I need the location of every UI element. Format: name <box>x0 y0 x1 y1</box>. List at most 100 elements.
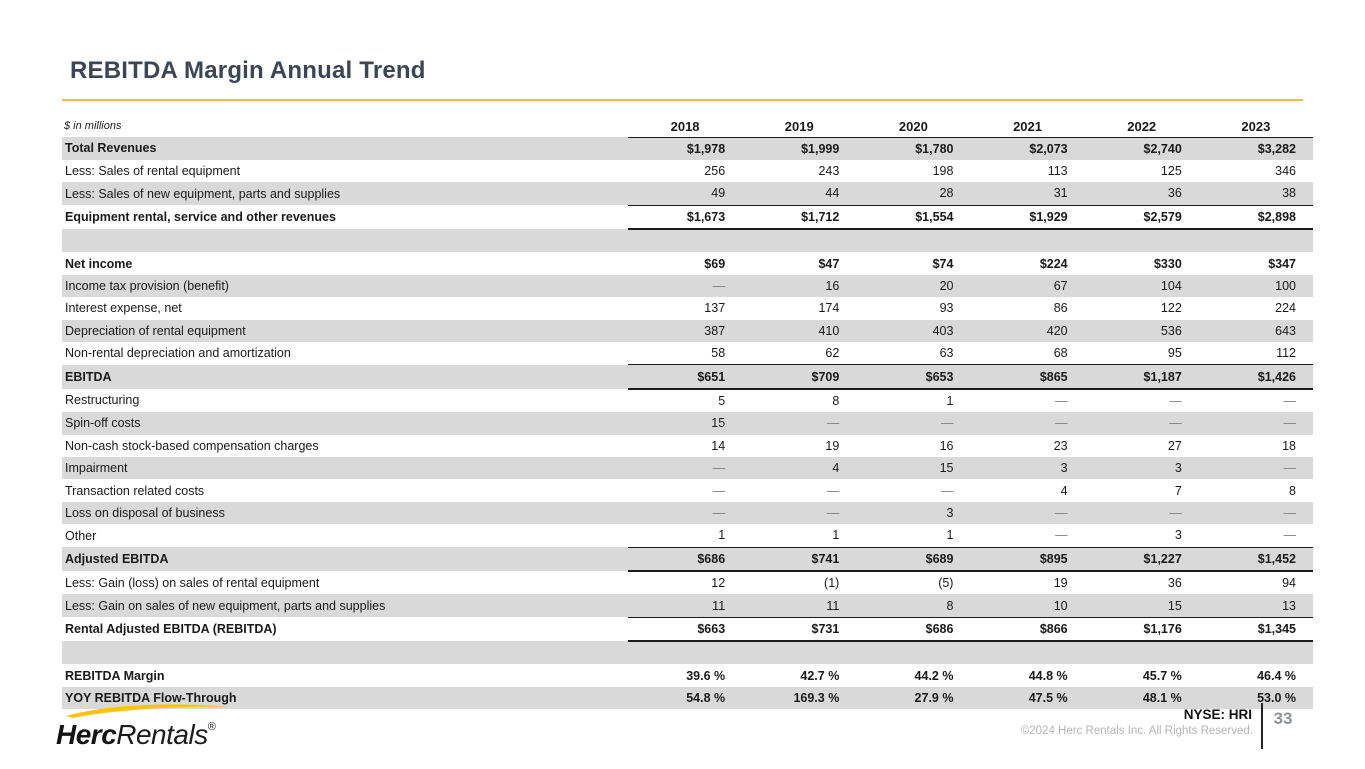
cell-value: — <box>1055 505 1068 520</box>
cell-value: 169.3 % <box>793 691 840 706</box>
row-label: Spin-off costs <box>65 416 141 431</box>
logo-rentals-text: Rentals <box>116 719 208 750</box>
cell-value: 42.7 % <box>800 668 840 683</box>
cell-value: $689 <box>856 546 971 572</box>
cell-value: 8 <box>946 598 954 613</box>
financial-table: $ in millions 2018 2019 2020 2021 2022 2023 T… <box>62 105 1313 710</box>
cell-value: $74 <box>932 256 954 271</box>
cell-value: $1,780 <box>915 141 954 156</box>
cell-value: — <box>1055 393 1068 408</box>
table-row: REBITDA Margin 39.6 % 42.7 % 44.2 % 44.8 % 45… <box>62 664 1313 686</box>
table-row: Less: Gain on sales of new equipment, pa… <box>62 594 1313 618</box>
table-row: Transaction related costs — — — 4 7 8 <box>62 479 1313 501</box>
cell-value: (5) <box>938 576 954 591</box>
year-column-header: 2020 <box>856 105 971 138</box>
row-label: Income tax provision (benefit) <box>65 279 229 294</box>
cell-value: — <box>826 416 840 431</box>
cell-value <box>1199 229 1313 252</box>
cell-value: 36 <box>1167 576 1182 591</box>
cell-value: — <box>1283 416 1297 431</box>
cell-value <box>628 229 742 252</box>
cell-value: 47.5 % <box>1028 691 1068 706</box>
table-row: Less: Sales of new equipment, parts and … <box>62 182 1313 206</box>
table-row: Net income $69 $47 $74 $224 $330 $347 <box>62 252 1313 274</box>
cell-value: 27.9 % <box>914 691 954 706</box>
cell-value: 48.1 % <box>1142 691 1182 706</box>
cell-value: 104 <box>1160 279 1182 294</box>
cell-value: 346 <box>1275 164 1296 179</box>
cell-value: — <box>1055 416 1068 431</box>
cell-value: 3 <box>1174 461 1182 476</box>
cell-value: 122 <box>1160 301 1182 316</box>
cell-value: $47 <box>818 256 840 271</box>
cell-value: 44.8 % <box>1028 668 1068 683</box>
cell-value: 1 <box>718 528 726 543</box>
cell-value: — <box>940 416 954 431</box>
year-column-header: 2018 <box>628 105 743 138</box>
cell-value: 1 <box>946 393 954 408</box>
cell-value: $866 <box>970 616 1085 643</box>
cell-value: 53.0 % <box>1257 691 1296 706</box>
cell-value: 16 <box>825 279 840 294</box>
cell-value: 93 <box>939 301 954 316</box>
cell-value: $2,073 <box>1029 141 1068 156</box>
cell-value: $347 <box>1268 256 1296 271</box>
page-number: 33 <box>1273 709 1293 728</box>
cell-value: 4 <box>832 461 840 476</box>
cell-value: $1,712 <box>742 204 857 231</box>
herc-rentals-logo: HercRentals® <box>56 701 266 751</box>
cell-value: 15 <box>939 461 954 476</box>
cell-value: $865 <box>970 364 1085 390</box>
logo-wordmark: HercRentals® <box>56 712 216 750</box>
cell-value <box>742 229 856 252</box>
cell-value: $2,898 <box>1198 204 1313 231</box>
cell-value: 18 <box>1282 438 1296 453</box>
cell-value: 410 <box>818 323 840 338</box>
cell-value: 23 <box>1053 438 1068 453</box>
cell-value: 3 <box>946 505 954 520</box>
page-title: REBITDA Margin Annual Trend <box>70 57 426 84</box>
cell-value: 198 <box>932 164 954 179</box>
table-row: Spin-off costs 15 — — — — — <box>62 412 1313 435</box>
row-label: Less: Sales of new equipment, parts and … <box>65 186 341 201</box>
cell-value: 44 <box>825 186 840 201</box>
cell-value: — <box>1169 505 1182 520</box>
row-label <box>62 641 628 664</box>
table-row: Interest expense, net 137 174 93 86 122 224 <box>62 297 1313 319</box>
table-row: Other 1 1 1 — 3 — <box>62 524 1313 547</box>
cell-value: 39.6 % <box>686 668 726 683</box>
cell-value: 256 <box>704 164 726 179</box>
table-row: Income tax provision (benefit) — 16 20 67 104… <box>62 274 1313 298</box>
spacer-row <box>62 641 1313 665</box>
row-label: YOY REBITDA Flow-Through <box>65 691 237 706</box>
cell-value <box>1199 641 1313 664</box>
table-header-row: $ in millions 2018 2019 2020 2021 2022 2023 <box>62 105 1313 138</box>
cell-value: $2,740 <box>1143 141 1182 156</box>
cell-value: 16 <box>939 438 954 453</box>
cell-value: 86 <box>1053 301 1068 316</box>
cell-value: 11 <box>712 598 726 613</box>
cell-value: — <box>1283 528 1297 543</box>
cell-value: — <box>712 461 726 476</box>
cell-value: $709 <box>742 364 857 390</box>
cell-value: 11 <box>826 598 840 613</box>
cell-value: 8 <box>832 393 840 408</box>
cell-value: — <box>826 483 840 498</box>
cell-value: 7 <box>1174 483 1182 498</box>
cell-value <box>856 641 970 664</box>
registered-trademark-symbol: ® <box>207 721 216 733</box>
row-label: Non-cash stock-based compensation charge… <box>65 438 319 453</box>
row-label: Rental Adjusted EBITDA (REBITDA) <box>65 622 277 637</box>
cell-value: $1,452 <box>1198 546 1313 572</box>
row-label: Non-rental depreciation and amortization <box>65 346 291 361</box>
row-label: Restructuring <box>65 393 140 408</box>
year-column-header: 2021 <box>970 105 1085 138</box>
cell-value: 243 <box>818 164 840 179</box>
logo-herc-text: Herc <box>56 719 117 750</box>
cell-value: 113 <box>1047 164 1068 179</box>
cell-value: 643 <box>1275 323 1296 338</box>
cell-value: — <box>826 505 840 520</box>
cell-value: $1,554 <box>856 204 971 231</box>
cell-value: — <box>712 483 726 498</box>
cell-value: $330 <box>1153 256 1182 271</box>
